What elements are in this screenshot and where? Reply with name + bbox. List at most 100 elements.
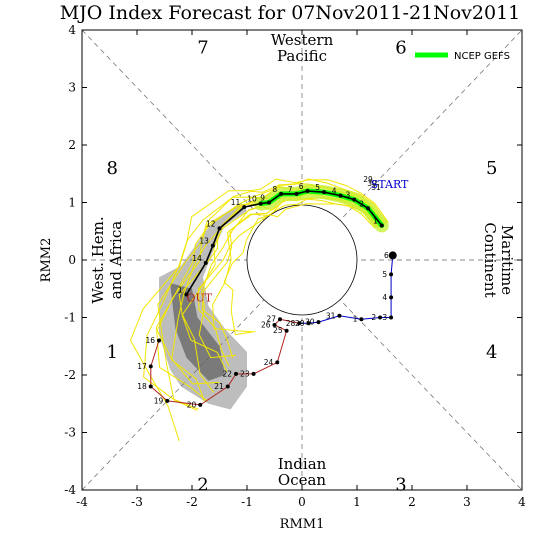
y-tick-label: 3 [68,81,76,95]
y-axis-label: RMM2 [39,238,54,283]
observed-october-point [278,317,282,322]
observed-october-point-label: 20 [187,400,197,409]
observed-october-point-label: 26 [261,320,271,329]
observed-october-point [157,338,161,343]
ensemble-mean-point [294,191,299,196]
ensemble-mean-point [379,223,384,228]
phase-label: 2 [197,474,208,495]
observed-november-point-label: 31 [326,311,336,320]
region-left-line1: West. Hem. [89,216,107,303]
start-cluster-label: 30 [367,179,377,188]
observed-november-point-label: 1 [353,315,358,324]
ensemble-mean-point-label: 3 [345,191,350,200]
start-label: START [371,178,409,191]
ensemble-mean-point-label: 1 [178,286,183,295]
y-tick-label: 2 [68,138,76,152]
observed-november-point-label: 6 [384,251,389,260]
start-cluster-label: 29 [363,175,373,184]
x-tick-label: 1 [353,495,361,509]
ensemble-mean-point-label: 10 [247,195,257,204]
observed-october-point [251,371,256,376]
legend-label: NCEP GEFS [454,51,510,62]
region-right-line2: Continent [481,222,499,297]
ensemble-mean-point-label: 14 [192,254,202,263]
unit-circle [246,204,358,316]
observed-november-point [389,295,394,300]
ensemble-mean-point [210,243,215,248]
observed-final-point [388,251,397,260]
observed-october-point-label: 23 [240,369,250,378]
phase-label: 7 [197,37,208,58]
region-bottom-line2: Ocean [278,471,327,489]
out-label: OUT [187,291,213,304]
observed-november-point [389,315,394,320]
observed-october-point [198,402,203,407]
ensemble-mean-point [305,189,310,193]
observed-october-point [272,322,277,327]
x-tick-label: -1 [241,495,253,509]
observed-october-point [284,328,289,333]
phase-label: 8 [107,158,118,179]
observed-november-point [378,315,383,320]
observed-october-point [165,398,170,403]
ensemble-mean-point-label: 9 [260,194,265,203]
x-tick-label: -4 [76,495,88,509]
x-tick-label: -2 [186,495,198,509]
observed-november-point [297,321,302,326]
ensemble-mean-point [366,206,370,211]
observed-october-point-label: 25 [273,326,283,335]
region-left-line2: and Africa [107,221,125,299]
y-tick-label: -4 [64,483,76,497]
observed-october-point-label: 21 [214,382,224,391]
ensemble-mean-point [338,193,343,198]
y-tick-label: -2 [64,368,76,382]
observed-october-point [275,360,280,365]
observed-november-point [316,320,321,325]
observed-october-point [225,384,230,389]
ensemble-mean-point-label: 5 [315,183,320,192]
ensemble-mean-point-label: 2 [359,199,364,208]
x-tick-label: -3 [131,495,143,509]
observed-october-point-label: 18 [137,382,147,391]
ensemble-mean-point-label: 12 [206,219,216,228]
chart-title: MJO Index Forecast for 07Nov2011-21Nov20… [60,2,521,24]
observed-november-point-label: 4 [382,293,387,302]
y-tick-label: -1 [64,311,76,325]
x-tick-label: 0 [298,495,306,509]
ensemble-mean-point-label: 4 [332,187,337,196]
ensemble-member-line [129,178,389,441]
region-right-line1: Maritime [498,225,516,295]
ensemble-mean-point [279,191,284,196]
observed-november-point-label: 29 [295,319,305,328]
start-cluster-label: 31 [371,183,381,192]
observed-october-point-label: 19 [154,396,164,405]
ensemble-mean-point [352,197,357,202]
observed-october-point [234,371,238,376]
spread-inner [170,283,225,381]
x-tick-label: 3 [463,495,471,509]
observed-october-line [150,318,288,406]
ensemble-mean-point-label: 13 [199,237,209,246]
phase-label: 6 [395,37,406,58]
observed-november-point [359,317,364,322]
region-top-line2: Pacific [277,47,327,65]
y-tick-label: 4 [68,23,76,37]
x-tick-label: 4 [518,495,526,509]
x-tick-label: 2 [408,495,416,509]
observed-october-point-label: 17 [137,362,147,371]
phase-label: 4 [486,342,497,363]
ensemble-mean-point-label: 8 [272,185,277,194]
y-tick-label: -3 [64,426,76,440]
ensemble-mean-point [322,190,326,195]
ensemble-mean-point-label: 11 [231,198,241,207]
observed-october-point [148,384,153,389]
observed-connector [279,318,300,324]
ensemble-mean-point [217,226,222,231]
observed-november-point [389,272,394,277]
ensemble-mean-point [267,200,271,205]
